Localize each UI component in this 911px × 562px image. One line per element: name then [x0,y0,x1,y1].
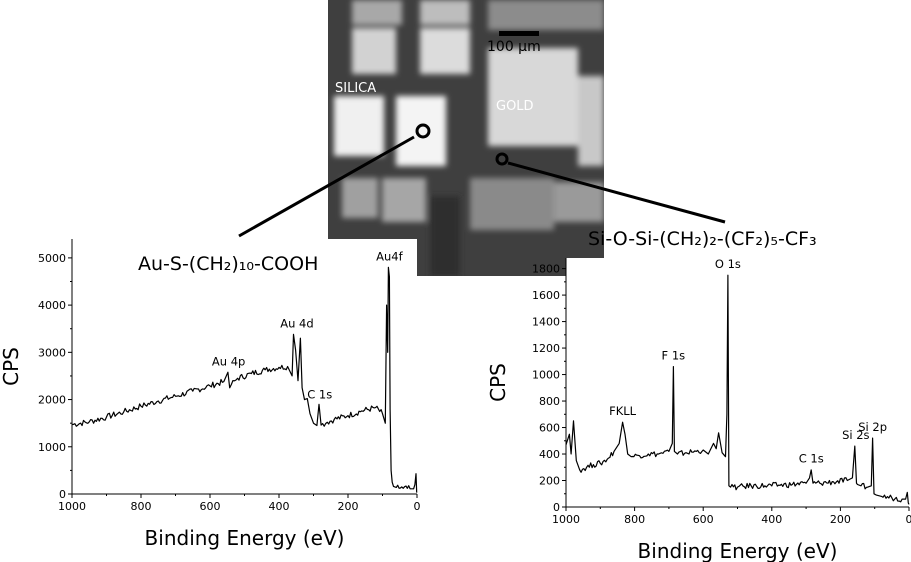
gold-spot-marker [415,123,431,139]
left-y-tick-label: 3000 [38,346,66,359]
right-y-axis-title: CPS [486,363,510,402]
callouts [238,123,726,238]
right-y-tick-label: 600 [539,422,560,435]
left-x-tick-label: 0 [414,500,421,513]
left-callout-line [238,135,415,238]
left-x-axis-title: Binding Energy (eV) [145,526,345,550]
micrograph: SILICA GOLD 100 µm [328,0,604,276]
left-y-tick-label: 2000 [38,394,66,407]
right-y-tick-label: 0 [553,501,560,514]
right-callout-line [507,161,726,224]
right-peak-label: F 1s [662,348,686,362]
left-peak-label: Au4f [376,249,403,263]
right-x-tick-label: 600 [693,513,714,526]
left-y-tick-label: 5000 [38,252,66,265]
silica-spot-marker [495,152,509,166]
right-plot-area [566,258,909,507]
left-peak-label: C 1s [307,387,332,401]
right-y-tick-label: 1600 [532,289,560,302]
right-x-tick-label: 800 [624,513,645,526]
left-plot-area [72,239,417,494]
right-peak-label: Si 2s [842,428,869,442]
left-peak-label: Au 4d [280,316,313,330]
right-x-tick-label: 0 [906,513,911,526]
right-y-tick-label: 1000 [532,369,560,382]
right-y-tick-label: 1200 [532,342,560,355]
right-y-tick-label: 800 [539,395,560,408]
gold-label: GOLD [496,99,534,114]
silica-label: SILICA [335,81,376,96]
left-series-line [71,266,418,493]
right-y-tick-label: 400 [539,448,560,461]
left-x-tick-label: 600 [200,500,221,513]
right-x-tick-label: 400 [761,513,782,526]
right-x-axis-title: Binding Energy (eV) [638,539,838,562]
left-y-tick-label: 4000 [38,299,66,312]
right-xps-spectrum: 0 200 400 600 800 1000 1200 1400 1600 1800 1000 800… [486,257,911,562]
left-x-tick-label: 800 [131,500,152,513]
scale-bar [499,31,539,36]
left-y-tick-label: 1000 [38,441,66,454]
right-y-tick-label: 1400 [532,316,560,329]
scale-bar-label: 100 µm [487,39,541,55]
right-peak-label: Si 2p [858,420,887,434]
right-y-tick-label: 200 [539,475,560,488]
left-formula-label: Au-S-(CH₂)₁₀-COOH [138,253,318,275]
right-peak-label: C 1s [799,452,824,466]
left-y-axis-title: CPS [0,347,23,386]
right-peak-label: O 1s [715,257,741,271]
right-x-tick-label: 1000 [552,513,580,526]
left-x-tick-label: 200 [338,500,359,513]
right-x-tick-label: 200 [830,513,851,526]
left-x-tick-label: 1000 [58,500,86,513]
right-formula-label: Si-O-Si-(CH₂)₂-(CF₂)₅-CF₃ [588,228,817,250]
left-x-tick-label: 400 [269,500,290,513]
left-y-tick-label: 0 [59,488,66,501]
right-y-tick-label: 1800 [532,263,560,276]
left-peak-label: Au 4p [212,355,245,369]
right-peak-label: FKLL [609,404,637,418]
right-series-line [565,274,910,505]
